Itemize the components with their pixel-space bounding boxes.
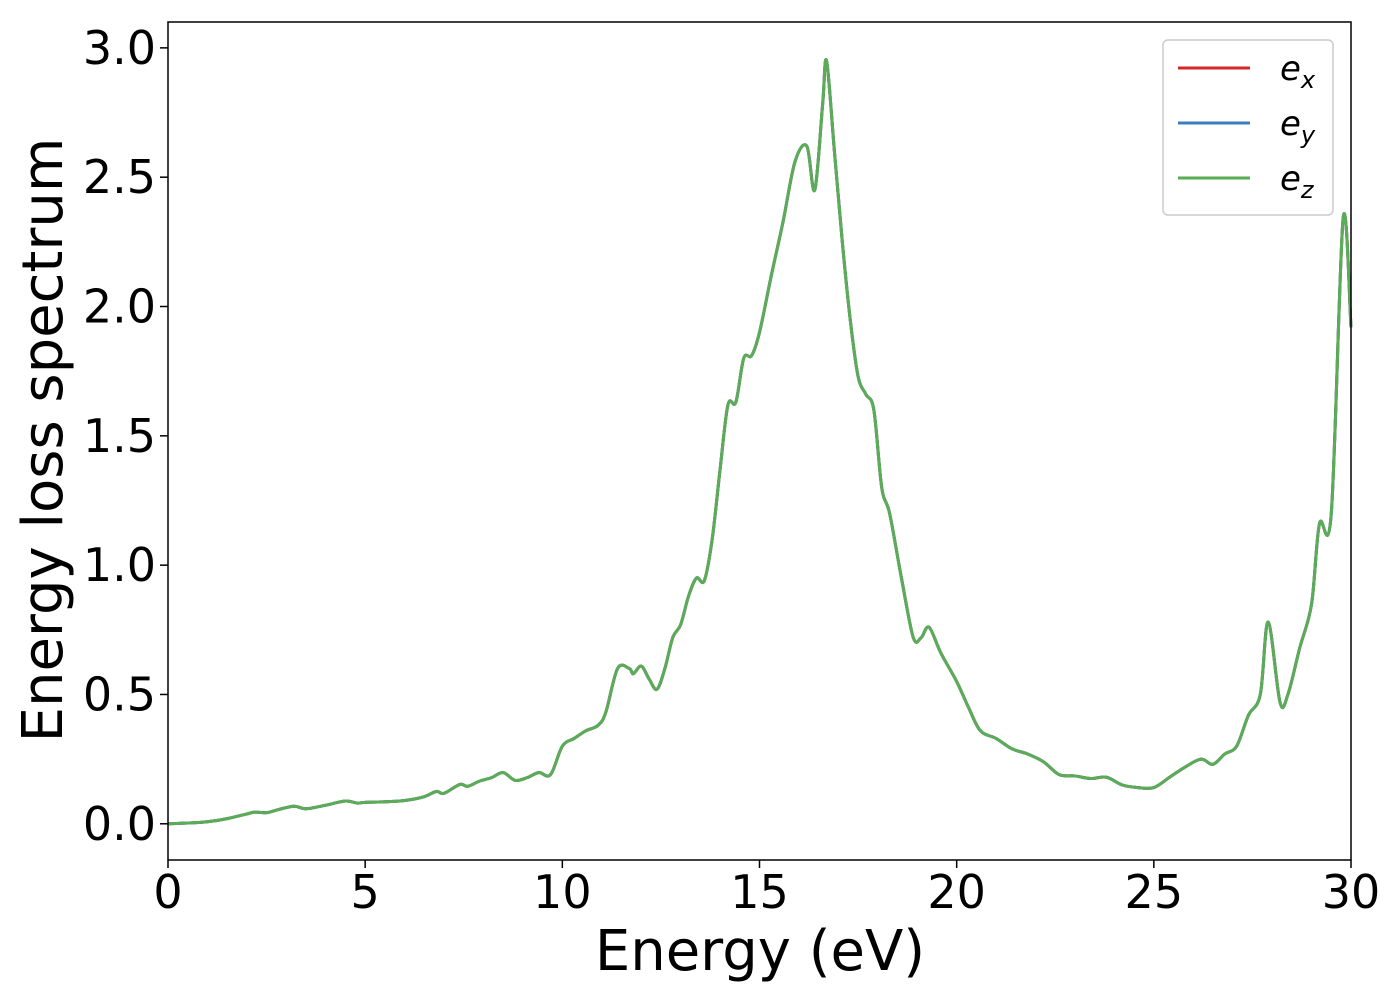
- x-axis-title: Energy (eV): [595, 919, 925, 984]
- x-tick-label: 15: [730, 865, 789, 919]
- legend-label-sub: y: [1300, 121, 1316, 149]
- x-tick-label: 0: [153, 865, 182, 919]
- series-line-e-z: [167, 58, 1353, 826]
- x-tick-label: 25: [1125, 865, 1184, 919]
- series-lines: [167, 58, 1353, 826]
- legend-label-e-y: ey: [1280, 104, 1316, 149]
- x-tick-label: 10: [533, 865, 592, 919]
- y-tick-label: 1.5: [83, 409, 156, 463]
- legend-label-e-x: ex: [1280, 49, 1316, 94]
- legend-label-e-z: ez: [1280, 159, 1315, 204]
- x-tick-label: 30: [1322, 865, 1381, 919]
- y-tick-label: 2.0: [83, 280, 156, 334]
- x-tick-label: 20: [927, 865, 986, 919]
- y-axis-title: Energy loss spectrum: [11, 138, 76, 743]
- y-tick-label: 1.0: [83, 538, 156, 592]
- legend-box: [1162, 39, 1334, 216]
- plot-frame: [167, 21, 1352, 861]
- y-tick-label: 0.0: [83, 797, 156, 851]
- legend-label-sub: x: [1300, 66, 1316, 94]
- x-tick-label: 5: [351, 865, 380, 919]
- y-axis-ticks: 0.0 0.5 1.0 1.5 2.0 2.5 3.0: [83, 21, 168, 851]
- legend-label-base: e: [1280, 49, 1301, 89]
- y-tick-label: 0.5: [83, 667, 156, 721]
- legend-label-base: e: [1280, 104, 1301, 144]
- y-tick-label: 3.0: [83, 21, 156, 75]
- x-axis-ticks: 0 5 10 15 20 25 30: [153, 860, 1380, 919]
- legend-label-sub: z: [1300, 176, 1315, 204]
- y-tick-label: 2.5: [83, 150, 156, 204]
- legend-label-base: e: [1280, 159, 1301, 199]
